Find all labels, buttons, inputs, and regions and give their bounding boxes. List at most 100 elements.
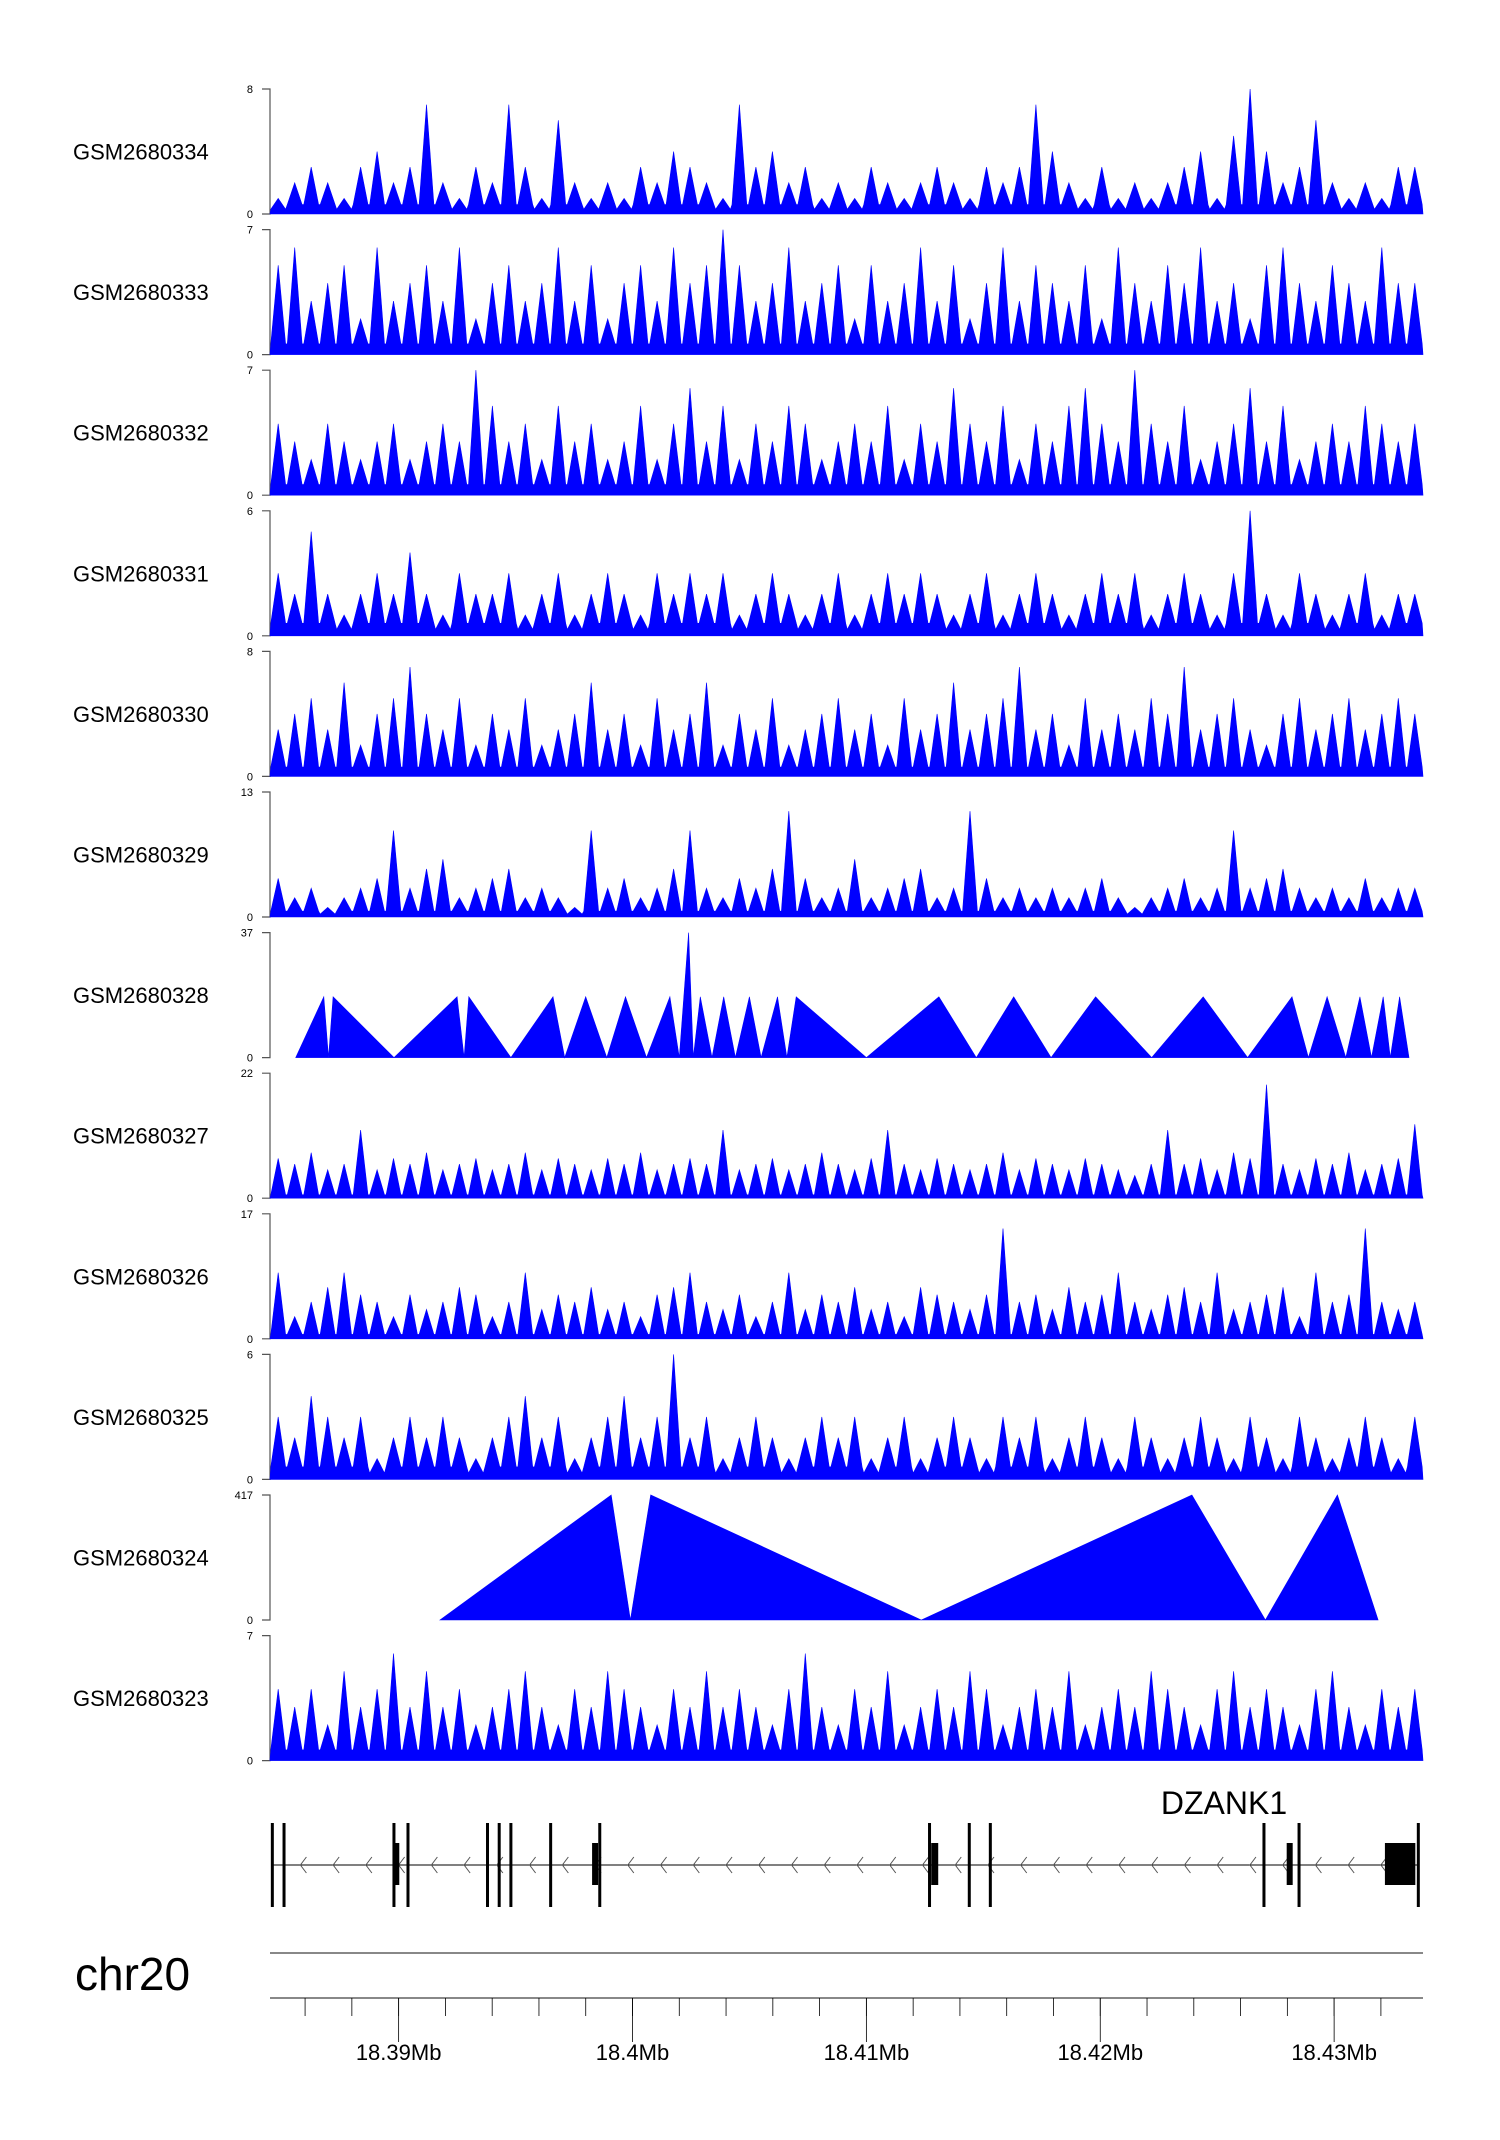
coding-block [1286, 1843, 1293, 1885]
gene-label: DZANK1 [1161, 1785, 1287, 1821]
track-label: GSM2680325 [73, 1405, 209, 1430]
data-tracks: GSM268033480GSM268033370GSM268033270GSM2… [73, 84, 1424, 1768]
y-max-label: 6 [247, 506, 253, 518]
y-axis [262, 1494, 271, 1621]
strand-arrow-icon [758, 1856, 766, 1874]
y-max-label: 37 [241, 928, 253, 940]
strand-arrow-icon [725, 1856, 733, 1874]
strand-arrow-icon [1183, 1856, 1191, 1874]
exon [406, 1823, 410, 1907]
strand-arrow-icon [1249, 1856, 1257, 1874]
track-label: GSM2680333 [73, 280, 209, 305]
strand-arrow-icon [1380, 1856, 1388, 1874]
strand-arrow-icon [430, 1856, 438, 1874]
strand-arrow-icon [1347, 1856, 1355, 1874]
signal-area [269, 1228, 1424, 1340]
track-label: GSM2680334 [73, 140, 209, 165]
strand-arrow-icon [463, 1856, 471, 1874]
track-GSM2680324: GSM2680324 417 0 [73, 1490, 1379, 1627]
strand-arrow-icon [1151, 1856, 1159, 1874]
signal-area [269, 1084, 1424, 1199]
x-tick-label: 18.4Mb [596, 2040, 669, 2065]
exon [282, 1823, 286, 1907]
track-label: GSM2680328 [73, 983, 209, 1008]
track-label: GSM2680330 [73, 702, 209, 727]
track-label: GSM2680329 [73, 843, 209, 868]
coding-block [1384, 1843, 1416, 1885]
track-GSM2680326: GSM2680326 17 0 [73, 1209, 1424, 1346]
strand-arrow-icon [1282, 1856, 1290, 1874]
strand-arrow-icon [1085, 1856, 1093, 1874]
track-label: GSM2680326 [73, 1264, 209, 1289]
exon [486, 1823, 490, 1907]
y-min-label: 0 [247, 1193, 253, 1205]
y-max-label: 7 [247, 365, 253, 377]
exon [598, 1823, 602, 1907]
y-max-label: 7 [247, 1631, 253, 1643]
y-axis [262, 1072, 271, 1199]
x-tick-label: 18.39Mb [356, 2040, 442, 2065]
signal-area [269, 510, 1424, 637]
strand-arrow-icon [856, 1856, 864, 1874]
strand-arrow-icon [1216, 1856, 1224, 1874]
exon [1297, 1823, 1301, 1907]
strand-arrow-icon [1020, 1856, 1028, 1874]
track-GSM2680327: GSM2680327 22 0 [73, 1068, 1424, 1205]
coding-block [592, 1843, 599, 1885]
y-min-label: 0 [247, 912, 253, 924]
track-GSM2680334: GSM2680334 8 0 [73, 84, 1424, 221]
exon [1262, 1823, 1266, 1907]
strand-arrow-icon [299, 1856, 307, 1874]
y-axis [262, 88, 271, 215]
y-max-label: 8 [247, 646, 253, 658]
track-GSM2680323: GSM2680323 7 0 [73, 1631, 1424, 1768]
track-GSM2680331: GSM2680331 6 0 [73, 506, 1424, 643]
y-max-label: 13 [241, 787, 253, 799]
exon [988, 1823, 992, 1907]
track-GSM2680333: GSM2680333 7 0 [73, 225, 1424, 362]
y-axis [262, 510, 271, 637]
y-max-label: 6 [247, 1349, 253, 1361]
signal-area [269, 666, 1424, 777]
strand-arrow-icon [528, 1856, 536, 1874]
signal-area [295, 932, 1410, 1059]
y-min-label: 0 [247, 350, 253, 362]
y-axis [262, 791, 271, 918]
strand-arrow-icon [561, 1856, 569, 1874]
y-axis [262, 932, 271, 1059]
y-max-label: 7 [247, 225, 253, 237]
y-max-label: 22 [241, 1068, 253, 1080]
signal-area [269, 370, 1424, 496]
y-min-label: 0 [247, 1334, 253, 1346]
exon [509, 1823, 513, 1907]
strand-arrow-icon [1314, 1856, 1322, 1874]
track-label: GSM2680332 [73, 421, 209, 446]
exon [270, 1823, 274, 1907]
signal-area [269, 811, 1424, 918]
y-max-label: 417 [235, 1490, 253, 1502]
coding-block [931, 1843, 939, 1885]
track-label: GSM2680327 [73, 1124, 209, 1149]
y-min-label: 0 [247, 1474, 253, 1486]
exon [928, 1823, 932, 1907]
strand-arrow-icon [1052, 1856, 1060, 1874]
strand-arrow-icon [496, 1856, 504, 1874]
x-tick-label: 18.42Mb [1057, 2040, 1143, 2065]
strand-arrow-icon [332, 1856, 340, 1874]
gene-track: DZANK1 [270, 1785, 1420, 1907]
genome-axis: chr20 18.39Mb 18.4Mb 18.41Mb 18.42Mb 18.43Mb [75, 1948, 1423, 2065]
strand-arrow-icon [889, 1856, 897, 1874]
y-axis [262, 229, 271, 356]
x-tick-label: 18.41Mb [824, 2040, 910, 2065]
y-min-label: 0 [247, 1615, 253, 1627]
track-GSM2680329: GSM2680329 13 0 [73, 787, 1424, 924]
y-axis [262, 1353, 271, 1480]
strand-arrow-icon [823, 1856, 831, 1874]
track-GSM2680328: GSM2680328 37 0 [73, 928, 1410, 1065]
coding-block [393, 1843, 400, 1885]
track-GSM2680330: GSM2680330 8 0 [73, 646, 1424, 783]
track-GSM2680332: GSM2680332 7 0 [73, 365, 1424, 502]
signal-area [269, 88, 1424, 215]
signal-area [439, 1494, 1379, 1621]
